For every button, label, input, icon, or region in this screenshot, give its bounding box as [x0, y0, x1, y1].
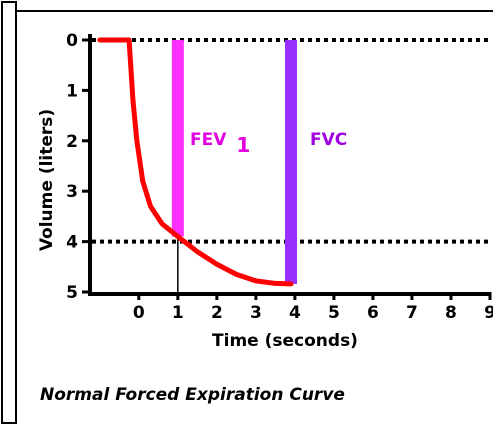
fvc-annotation: FVC [310, 130, 347, 150]
y-tick-label-3: 3 [66, 182, 78, 202]
x-tick-label-3: 3 [250, 303, 262, 323]
expiration-curve-0 [97, 37, 294, 287]
curve-layer [97, 37, 294, 287]
y-tick-label-5: 5 [66, 283, 78, 303]
x-tick-label-6: 6 [367, 303, 379, 323]
x-tick-label-9: 9 [484, 303, 493, 323]
x-tick-label-5: 5 [328, 303, 340, 323]
bar-fvc [285, 40, 297, 284]
chart-caption: Normal Forced Expiration Curve [40, 385, 345, 405]
fev1-subscript: 1 [236, 133, 250, 157]
x-tick-label-1: 1 [172, 303, 184, 323]
x-tick-label-4: 4 [289, 303, 301, 323]
bar-fev [171, 40, 184, 237]
x-tick-label-8: 8 [445, 303, 457, 323]
x-tick-label-2: 2 [211, 303, 223, 323]
axes [88, 34, 490, 296]
y-tick-label-4: 4 [66, 233, 78, 253]
y-tick-label-2: 2 [66, 132, 78, 152]
left-panel-border [1, 1, 17, 424]
reference-lines [92, 38, 490, 244]
fev1-annotation: FEV 1 [190, 130, 250, 157]
tick-labels: 0 1 2 3 4 5 6 7 8 9 0 1 2 3 4 5 [66, 31, 493, 323]
y-tick-label-0: 0 [66, 31, 78, 51]
x-tick-label-7: 7 [406, 303, 418, 323]
volume-bars [171, 40, 297, 292]
y-tick-label-1: 1 [66, 81, 78, 101]
x-axis-label: Time (seconds) [212, 331, 358, 351]
fev1-label: FEV [190, 130, 227, 150]
y-axis-label: Volume (liters) [37, 109, 57, 251]
x-tick-label-0: 0 [133, 303, 145, 323]
